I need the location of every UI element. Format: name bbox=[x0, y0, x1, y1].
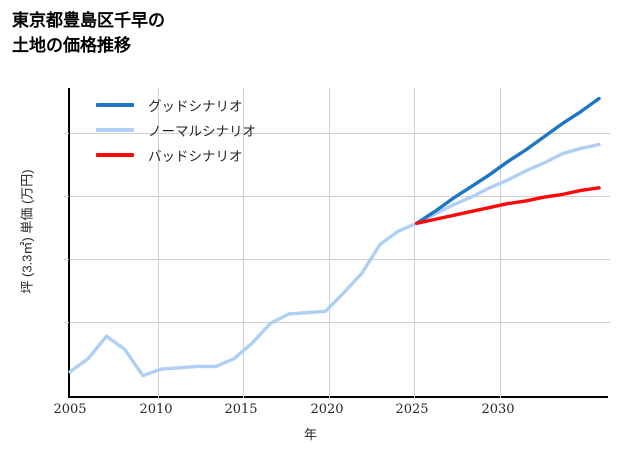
xtick-label-2015: 2015 bbox=[224, 402, 258, 417]
y-axis-title: 坪 (3.3㎡) 単価 (万円) bbox=[19, 169, 35, 294]
x-axis-title: 年 bbox=[303, 427, 317, 442]
legend-label-good: グッドシナリオ bbox=[148, 98, 243, 114]
ytick-mark-200 bbox=[64, 322, 69, 323]
gridline-x-2025 bbox=[414, 88, 415, 398]
series-line-1 bbox=[414, 96, 601, 226]
legend-swatch-good bbox=[96, 102, 134, 107]
gridline-y-350 bbox=[70, 133, 610, 134]
gridline-x-2030 bbox=[500, 88, 501, 398]
xtick-label-2020: 2020 bbox=[310, 402, 344, 417]
legend-item-normal: ノーマルシナリオ bbox=[96, 117, 256, 142]
xtick-label-2025: 2025 bbox=[395, 402, 429, 417]
series-line-2 bbox=[414, 186, 601, 226]
series-line-0 bbox=[68, 142, 601, 378]
xtick-label-2005: 2005 bbox=[53, 402, 87, 417]
gridline-y-250 bbox=[70, 259, 610, 260]
legend-label-normal: ノーマルシナリオ bbox=[148, 123, 256, 139]
gridline-y-200 bbox=[70, 322, 610, 323]
legend-item-good: グッドシナリオ bbox=[96, 92, 256, 117]
plot-inner bbox=[68, 88, 610, 398]
ytick-mark-250 bbox=[64, 259, 69, 260]
xtick-label-2030: 2030 bbox=[481, 402, 515, 417]
page-title: 東京都豊島区千早の 土地の価格推移 bbox=[12, 11, 165, 55]
series-plot bbox=[68, 96, 601, 378]
legend-label-bad: バッドシナリオ bbox=[148, 148, 243, 164]
legend-swatch-bad bbox=[96, 152, 134, 157]
ytick-mark-300 bbox=[64, 196, 69, 197]
gridline-y-300 bbox=[70, 196, 610, 197]
plot-area bbox=[64, 88, 610, 398]
chart-legend: グッドシナリオ ノーマルシナリオ バッドシナリオ bbox=[96, 92, 256, 167]
gridline-x-2010 bbox=[158, 88, 159, 398]
legend-item-bad: バッドシナリオ bbox=[96, 142, 256, 167]
xtick-label-2010: 2010 bbox=[139, 402, 173, 417]
legend-swatch-normal bbox=[96, 127, 134, 132]
gridline-x-2020 bbox=[329, 88, 330, 398]
gridline-x-2015 bbox=[243, 88, 244, 398]
ytick-mark-350 bbox=[64, 133, 69, 134]
